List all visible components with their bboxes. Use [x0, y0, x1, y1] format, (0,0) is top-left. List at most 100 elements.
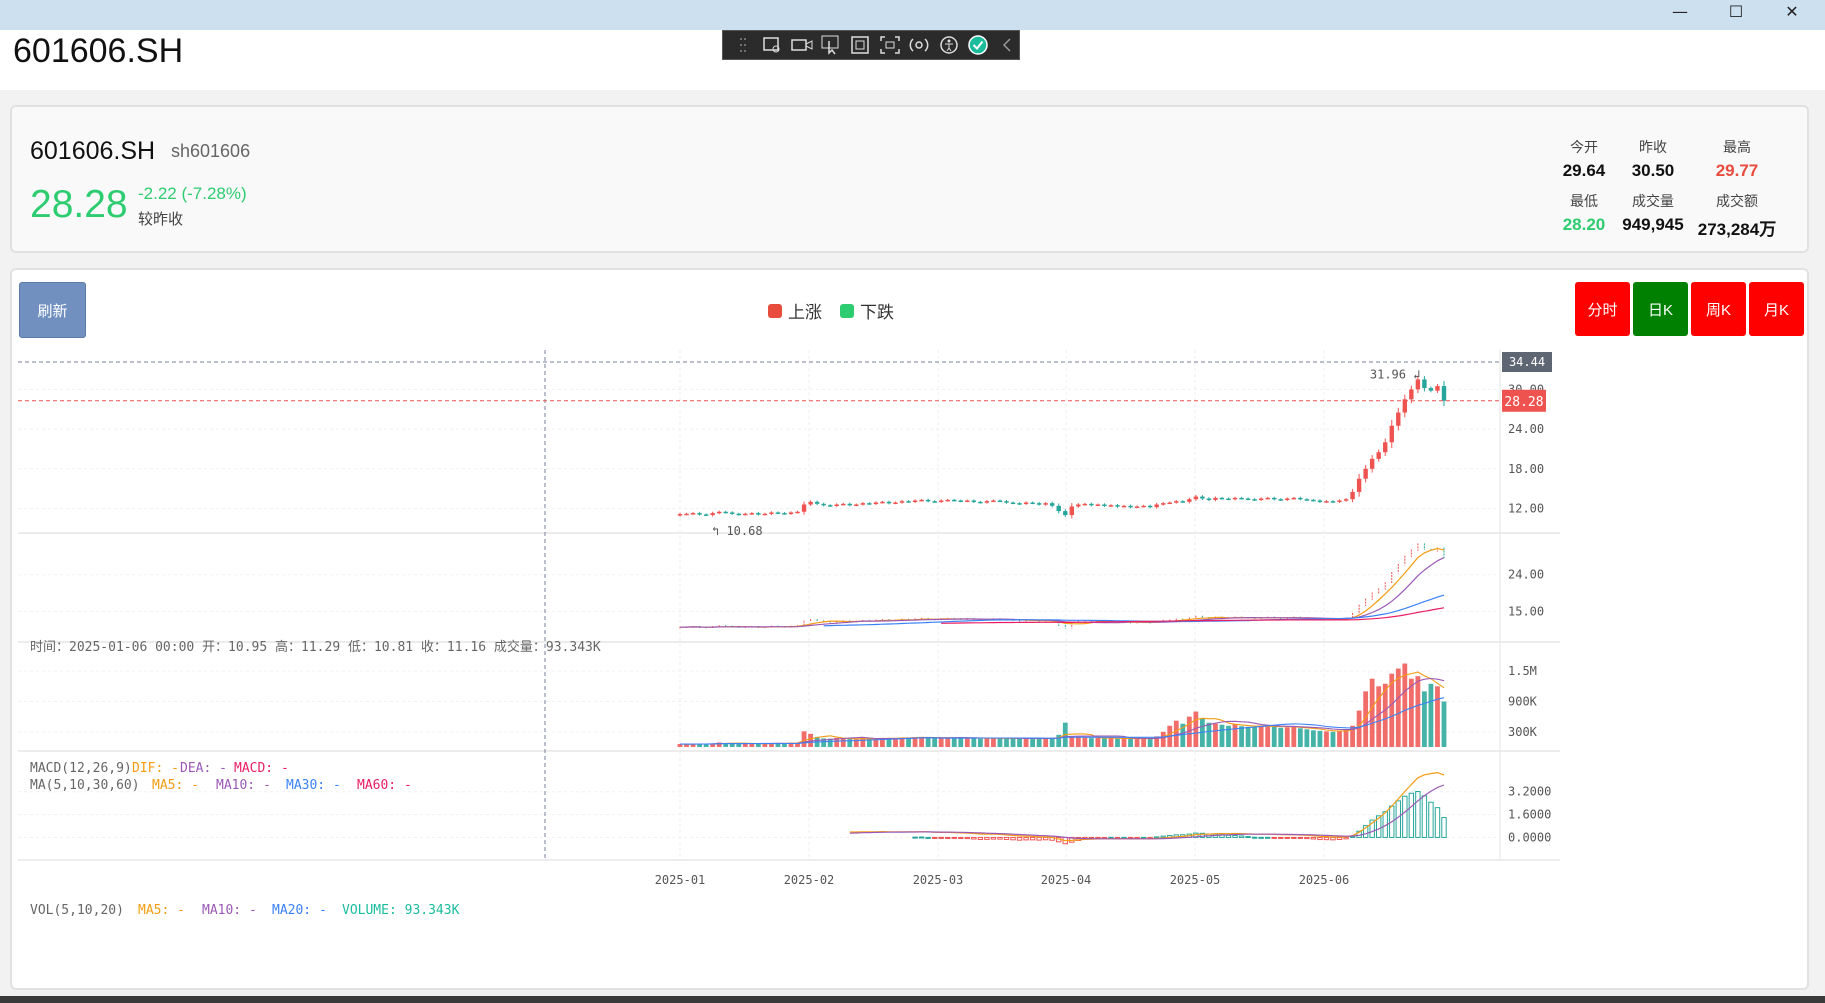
vol-ma10-label: MA10: -	[202, 903, 257, 918]
candle-body	[932, 501, 937, 503]
macd-histogram-bar	[977, 836, 984, 840]
candle-body	[1415, 379, 1421, 390]
grip-icon[interactable]	[731, 33, 754, 57]
candle-body	[1441, 386, 1447, 401]
macd-histogram-bar	[912, 836, 918, 839]
candle-body	[1023, 502, 1029, 505]
volume-bar	[1173, 720, 1179, 747]
legend-down-label[interactable]: 下跌	[860, 303, 894, 322]
candle-body	[697, 513, 702, 515]
candle-body	[1050, 503, 1055, 506]
candle-body	[723, 511, 728, 514]
volume-bar	[782, 743, 787, 747]
stat-value: 273,284万	[1697, 220, 1777, 239]
legend-down-swatch	[840, 303, 854, 318]
volume-bar	[906, 737, 911, 747]
volume-bar	[1291, 726, 1297, 747]
volume-bar	[795, 742, 800, 747]
stat-label: 昨收	[1639, 139, 1667, 155]
candle-body	[775, 512, 781, 514]
period-weekly-button[interactable]: 周K	[1691, 282, 1746, 336]
stat-value: 29.77	[1715, 161, 1759, 180]
volume-bar	[932, 738, 938, 747]
macd-histogram-bar	[1023, 836, 1029, 841]
candle-body	[965, 500, 970, 503]
candle-body	[1435, 386, 1440, 391]
volume-bar	[1147, 738, 1153, 747]
max-price-label: 31.96 ↲	[1370, 367, 1421, 381]
volume-bar	[1056, 734, 1062, 747]
candle-body	[730, 512, 735, 514]
maximize-button[interactable]: ☐	[1728, 1, 1744, 21]
macd-histogram-bar	[951, 836, 957, 839]
candle-body	[1004, 501, 1009, 503]
macd-histogram-bar	[984, 836, 990, 840]
period-intraday-button[interactable]: 分时	[1575, 282, 1630, 336]
volume-bar	[1369, 678, 1375, 747]
candle-body	[997, 500, 1003, 503]
frame-icon[interactable]	[849, 33, 872, 57]
macd-histogram-bar	[1016, 836, 1023, 841]
candle-body	[880, 501, 885, 504]
legend-up-swatch	[768, 303, 782, 318]
page-title: 601606.SH	[13, 32, 184, 70]
candle-body	[827, 505, 833, 507]
vol-tick-label: 1.5M	[1508, 664, 1537, 678]
x-tick-label: 2025-04	[1041, 873, 1092, 887]
period-daily-button[interactable]: 日K	[1633, 282, 1688, 336]
candle-body	[769, 512, 774, 514]
accessibility-icon[interactable]	[937, 33, 960, 57]
dea-line	[849, 784, 1445, 840]
macd-label: MACD: -	[234, 761, 289, 776]
volume-bar	[1376, 686, 1382, 747]
volume-bar	[1284, 727, 1290, 747]
candle-body	[1089, 503, 1094, 506]
volume-bar	[1343, 729, 1349, 747]
volume-bar	[1317, 730, 1323, 747]
candle-body	[1206, 498, 1212, 501]
ma10-label: MA10: -	[216, 778, 271, 793]
volume-bar	[749, 743, 755, 747]
volume-bar	[742, 743, 748, 747]
kline-chart[interactable]: 2025-01 2025-02 2025-03 2025-04 2025-05 2025-…	[12, 350, 1807, 990]
candle-body	[1017, 503, 1022, 505]
volume-bar	[1356, 710, 1362, 747]
close-button[interactable]: ✕	[1785, 1, 1799, 21]
region-icon[interactable]	[878, 33, 901, 57]
volume-bar	[866, 738, 872, 747]
candle-body	[860, 503, 866, 505]
candle-body	[1069, 506, 1074, 516]
screen-capture-icon[interactable]	[760, 33, 783, 57]
floating-toolbar	[722, 30, 1020, 60]
volume-bar	[1199, 718, 1205, 747]
candle-body	[1363, 468, 1368, 479]
refresh-button[interactable]: 刷新	[19, 282, 86, 338]
volume-bar	[769, 743, 774, 747]
volume-bar	[788, 742, 794, 747]
volume-bar	[801, 731, 807, 747]
volume-bar	[1239, 726, 1244, 747]
candle-body	[834, 504, 839, 506]
legend-up-label[interactable]: 上涨	[788, 303, 822, 322]
volume-bar	[1395, 668, 1401, 747]
macd-histogram-bar	[1304, 836, 1310, 840]
vol-ma5-line	[679, 671, 1445, 745]
collapse-icon[interactable]	[996, 33, 1019, 57]
volume-bar	[1219, 724, 1225, 747]
macd-histogram-bar	[990, 836, 997, 840]
pointer-select-icon[interactable]	[819, 33, 842, 57]
dif-line	[849, 771, 1445, 842]
volume-bar	[762, 743, 768, 747]
broadcast-icon[interactable]	[907, 33, 930, 57]
check-icon[interactable]	[966, 33, 989, 57]
minimize-button[interactable]: —	[1672, 1, 1688, 21]
candle-body	[1187, 499, 1192, 502]
candle-body	[978, 501, 983, 504]
bottom-edge	[0, 996, 1825, 1003]
period-monthly-button[interactable]: 月K	[1749, 282, 1804, 336]
candle-body	[821, 503, 826, 506]
video-icon[interactable]	[790, 33, 813, 57]
volume-bar	[1115, 738, 1120, 747]
volume-bar	[1069, 736, 1075, 747]
macd-histogram-bar	[1376, 815, 1382, 838]
